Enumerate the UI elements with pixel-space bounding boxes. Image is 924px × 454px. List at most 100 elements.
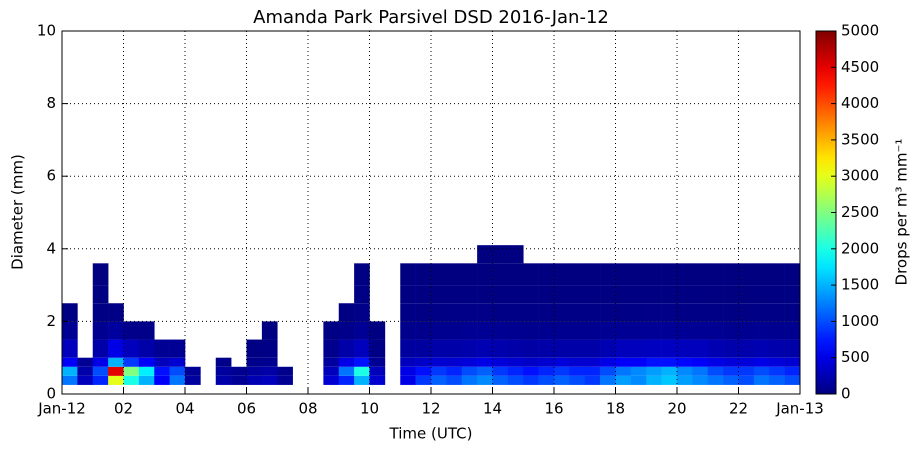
chart-title: Amanda Park Parsivel DSD 2016-Jan-12: [253, 7, 609, 28]
heat-cell: [677, 303, 693, 322]
heat-cell: [523, 366, 539, 376]
heat-cell: [354, 321, 370, 340]
heat-cell: [185, 366, 201, 376]
colorbar-tick-label: 3000: [841, 167, 879, 185]
heat-cell: [431, 303, 447, 322]
heat-cell: [461, 366, 478, 376]
heat-cell: [723, 375, 739, 385]
colorbar-tick-label: 1000: [841, 312, 879, 330]
heat-cell: [108, 339, 124, 358]
heat-cell: [92, 357, 109, 367]
heat-cell: [338, 357, 355, 367]
heat-cell: [461, 375, 478, 385]
heat-cell: [415, 366, 432, 376]
heat-cell: [723, 263, 739, 286]
heat-cell: [154, 357, 170, 367]
colorbar-tick-label: 2000: [841, 239, 879, 257]
heat-cell: [92, 375, 109, 385]
heat-cell: [431, 263, 447, 286]
heat-cell: [461, 303, 478, 322]
heat-cell: [123, 357, 140, 367]
heat-cell: [477, 321, 493, 340]
heat-cell: [646, 357, 662, 367]
heat-cell: [707, 357, 724, 367]
heat-cell: [615, 357, 632, 367]
x-tick-label: 14: [483, 400, 502, 418]
heat-cell: [108, 375, 124, 385]
heat-cell: [415, 357, 432, 367]
heat-cell: [630, 263, 647, 286]
heat-cell: [569, 285, 586, 304]
heat-cell: [707, 303, 724, 322]
heat-cell: [461, 285, 478, 304]
heat-cell: [630, 339, 647, 358]
heat-cell: [723, 303, 739, 322]
heat-cell: [369, 339, 386, 358]
heat-cell: [477, 303, 493, 322]
heat-cell: [554, 339, 570, 358]
heat-cell: [215, 366, 232, 376]
heat-cell: [646, 303, 662, 322]
heat-cell: [707, 375, 724, 385]
heat-cell: [507, 357, 524, 367]
heat-cell: [661, 321, 678, 340]
heat-cell: [707, 366, 724, 376]
heat-cell: [123, 366, 140, 376]
colorbar-tick-label: 4500: [841, 58, 879, 76]
heat-cell: [615, 285, 632, 304]
x-tick-label: 16: [544, 400, 563, 418]
heat-cell: [415, 339, 432, 358]
heat-cell: [523, 303, 539, 322]
heat-cell: [615, 321, 632, 340]
heat-cell: [738, 339, 755, 358]
colorbar-tick-label: 5000: [841, 22, 879, 40]
heat-cell: [92, 263, 109, 286]
x-tick-label: 08: [298, 400, 317, 418]
heat-cell: [369, 357, 386, 367]
heat-cell: [677, 366, 693, 376]
heat-cell: [123, 375, 140, 385]
x-axis-label: Time (UTC): [389, 425, 473, 443]
heat-cell: [769, 339, 785, 358]
heat-cell: [538, 321, 555, 340]
heat-cell: [62, 303, 78, 322]
heat-cell: [108, 321, 124, 340]
heat-cell: [661, 303, 678, 322]
heat-cell: [707, 339, 724, 358]
heat-cell: [62, 366, 78, 376]
heat-cell: [477, 357, 493, 367]
heat-cell: [538, 357, 555, 367]
heat-cell: [584, 339, 601, 358]
heat-cell: [753, 303, 770, 322]
plot-frame: [61, 30, 801, 395]
heat-cell: [400, 303, 416, 322]
heat-cell: [261, 357, 278, 367]
y-tick-label: 4: [46, 239, 56, 257]
heat-cell: [600, 339, 616, 358]
heat-cell: [692, 321, 709, 340]
heat-cell: [646, 263, 662, 286]
heat-cell: [338, 366, 355, 376]
heat-cell: [523, 357, 539, 367]
heat-cell: [692, 366, 709, 376]
heat-cell: [492, 321, 509, 340]
heat-cell: [784, 366, 801, 376]
heat-cell: [677, 339, 693, 358]
heat-cell: [492, 357, 509, 367]
colorbar-tick-label: 4000: [841, 94, 879, 112]
heat-cell: [692, 303, 709, 322]
heat-cell: [677, 321, 693, 340]
heat-cell: [138, 339, 155, 358]
heat-cell: [784, 375, 801, 385]
heat-cell: [769, 375, 785, 385]
heat-cell: [461, 339, 478, 358]
heat-cell: [492, 375, 509, 385]
heat-cell: [446, 375, 463, 385]
heat-cell: [769, 303, 785, 322]
x-tick-label: 02: [114, 400, 133, 418]
heat-cell: [615, 339, 632, 358]
heat-cell: [400, 366, 416, 376]
heat-cell: [600, 375, 616, 385]
heat-cell: [477, 339, 493, 358]
